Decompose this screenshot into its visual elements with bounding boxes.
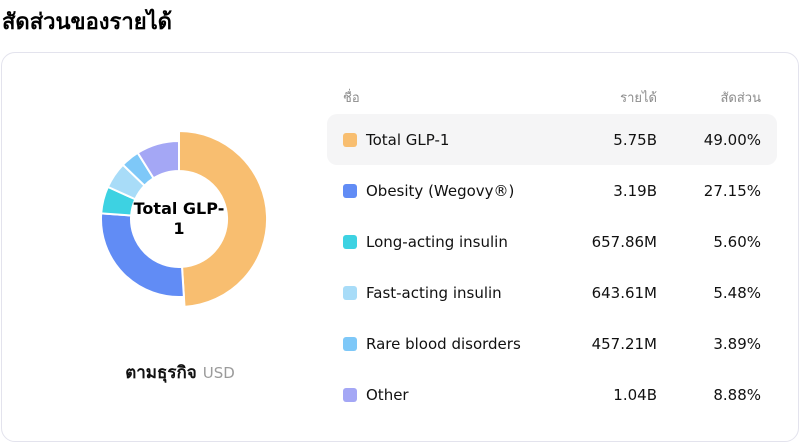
donut-chart[interactable]: Total GLP-1 bbox=[79, 119, 279, 319]
row-revenue: 3.19B bbox=[613, 181, 657, 200]
table-header-row: ชื่อ รายได้ สัดส่วน bbox=[327, 81, 777, 114]
row-revenue: 1.04B bbox=[613, 385, 657, 404]
row-share: 49.00% bbox=[703, 130, 761, 149]
legend-swatch bbox=[343, 183, 357, 198]
row-revenue: 457.21M bbox=[591, 334, 657, 353]
table-row[interactable]: Other 1.04B 8.88% bbox=[327, 369, 777, 420]
row-revenue: 657.86M bbox=[591, 232, 657, 251]
legend-swatch bbox=[343, 132, 357, 147]
donut-slice-5[interactable] bbox=[136, 140, 180, 180]
revenue-breakdown-card: Total GLP-1 ตามธุรกิจ USD ชื่อ รายได้ สัด… bbox=[1, 52, 799, 442]
table-body: Total GLP-1 5.75B 49.00% Obesity (Wegovy… bbox=[327, 114, 777, 420]
row-name: Total GLP-1 bbox=[366, 130, 450, 149]
donut-svg bbox=[100, 130, 269, 308]
row-revenue: 5.75B bbox=[613, 130, 657, 149]
legend-swatch bbox=[343, 234, 357, 249]
row-name: Obesity (Wegovy®) bbox=[366, 181, 515, 200]
legend-swatch bbox=[343, 285, 357, 300]
legend-swatch bbox=[343, 336, 357, 351]
donut-slice-1[interactable] bbox=[100, 212, 185, 298]
row-name: Fast-acting insulin bbox=[366, 283, 502, 302]
chart-footer-unit: USD bbox=[202, 364, 235, 382]
chart-footer-label: ตามธุรกิจ bbox=[125, 363, 197, 383]
table-row[interactable]: Total GLP-1 5.75B 49.00% bbox=[327, 114, 777, 165]
table-row[interactable]: Fast-acting insulin 643.61M 5.48% bbox=[327, 267, 777, 318]
legend-swatch bbox=[343, 387, 357, 402]
row-name: Rare blood disorders bbox=[366, 334, 521, 353]
page-title: สัดส่วนของรายได้ bbox=[2, 10, 172, 35]
donut-chart-pane: Total GLP-1 ตามธุรกิจ USD bbox=[2, 53, 358, 441]
row-revenue: 643.61M bbox=[591, 283, 657, 302]
header-share: สัดส่วน bbox=[720, 91, 762, 106]
row-share: 8.88% bbox=[713, 385, 761, 404]
header-revenue: รายได้ bbox=[620, 91, 657, 106]
row-share: 27.15% bbox=[703, 181, 761, 200]
row-share: 3.89% bbox=[713, 334, 761, 353]
legend-table: ชื่อ รายได้ สัดส่วน Total GLP-1 5.75B 49… bbox=[327, 81, 777, 420]
row-name: Long-acting insulin bbox=[366, 232, 508, 251]
table-row[interactable]: Long-acting insulin 657.86M 5.60% bbox=[327, 216, 777, 267]
donut-slice-0[interactable] bbox=[178, 130, 269, 308]
row-share: 5.48% bbox=[713, 283, 761, 302]
row-share: 5.60% bbox=[713, 232, 761, 251]
chart-footer: ตามธุรกิจ USD bbox=[2, 359, 358, 386]
row-name: Other bbox=[366, 385, 409, 404]
table-row[interactable]: Obesity (Wegovy®) 3.19B 27.15% bbox=[327, 165, 777, 216]
table-row[interactable]: Rare blood disorders 457.21M 3.89% bbox=[327, 318, 777, 369]
header-name: ชื่อ bbox=[343, 91, 360, 106]
